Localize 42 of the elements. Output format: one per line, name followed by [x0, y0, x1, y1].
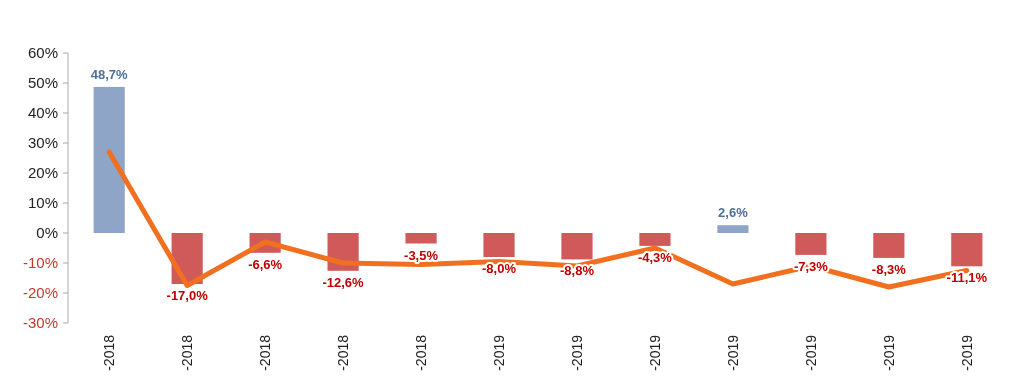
bar [639, 233, 671, 246]
data-label: -4,3% [637, 249, 673, 265]
data-label: -8,3% [871, 261, 907, 277]
x-tick-label: -2018 [257, 334, 274, 371]
data-label: -12,6% [322, 274, 365, 290]
y-tick-label: 60% [27, 44, 58, 62]
y-tick-label: 10% [27, 194, 58, 212]
y-tick-label: -30% [22, 314, 58, 332]
bar [873, 233, 905, 258]
x-tick-label: -2018 [412, 334, 429, 371]
x-tick-label: -2019 [958, 334, 975, 371]
data-label: -6,6% [248, 256, 283, 272]
y-tick-label: -20% [22, 284, 58, 302]
x-tick-label: -2019 [880, 334, 897, 371]
data-label: -3,5% [404, 247, 439, 263]
data-label: 2,6% [718, 205, 749, 221]
data-label: -17,0% [166, 288, 209, 303]
bar [405, 233, 437, 244]
y-tick-label: 50% [27, 74, 58, 92]
x-tick-label: -2018 [334, 334, 351, 371]
x-tick-label: -2019 [724, 334, 741, 371]
x-tick-label: -2019 [646, 334, 663, 371]
x-tick-label: -2019 [490, 334, 507, 371]
y-tick-label: -10% [22, 254, 58, 272]
y-tick-label: 20% [27, 164, 58, 182]
data-label: -8,8% [560, 263, 595, 279]
bar [483, 233, 515, 257]
data-label: 48,7% [90, 66, 129, 82]
bar [951, 233, 983, 267]
bar [795, 233, 827, 255]
bar [717, 225, 749, 233]
x-tick-label: -2019 [568, 334, 585, 371]
bar [93, 86, 125, 233]
bar [561, 233, 593, 260]
y-tick-label: 30% [27, 134, 58, 152]
x-tick-label: -2018 [101, 334, 118, 371]
data-label: -11,1% [946, 270, 988, 286]
x-tick-label: -2018 [179, 334, 196, 371]
x-tick-label: -2019 [802, 334, 819, 371]
y-tick-label: 40% [27, 104, 58, 122]
data-label: -8,0% [482, 261, 517, 276]
y-tick-label: 0% [36, 224, 58, 242]
